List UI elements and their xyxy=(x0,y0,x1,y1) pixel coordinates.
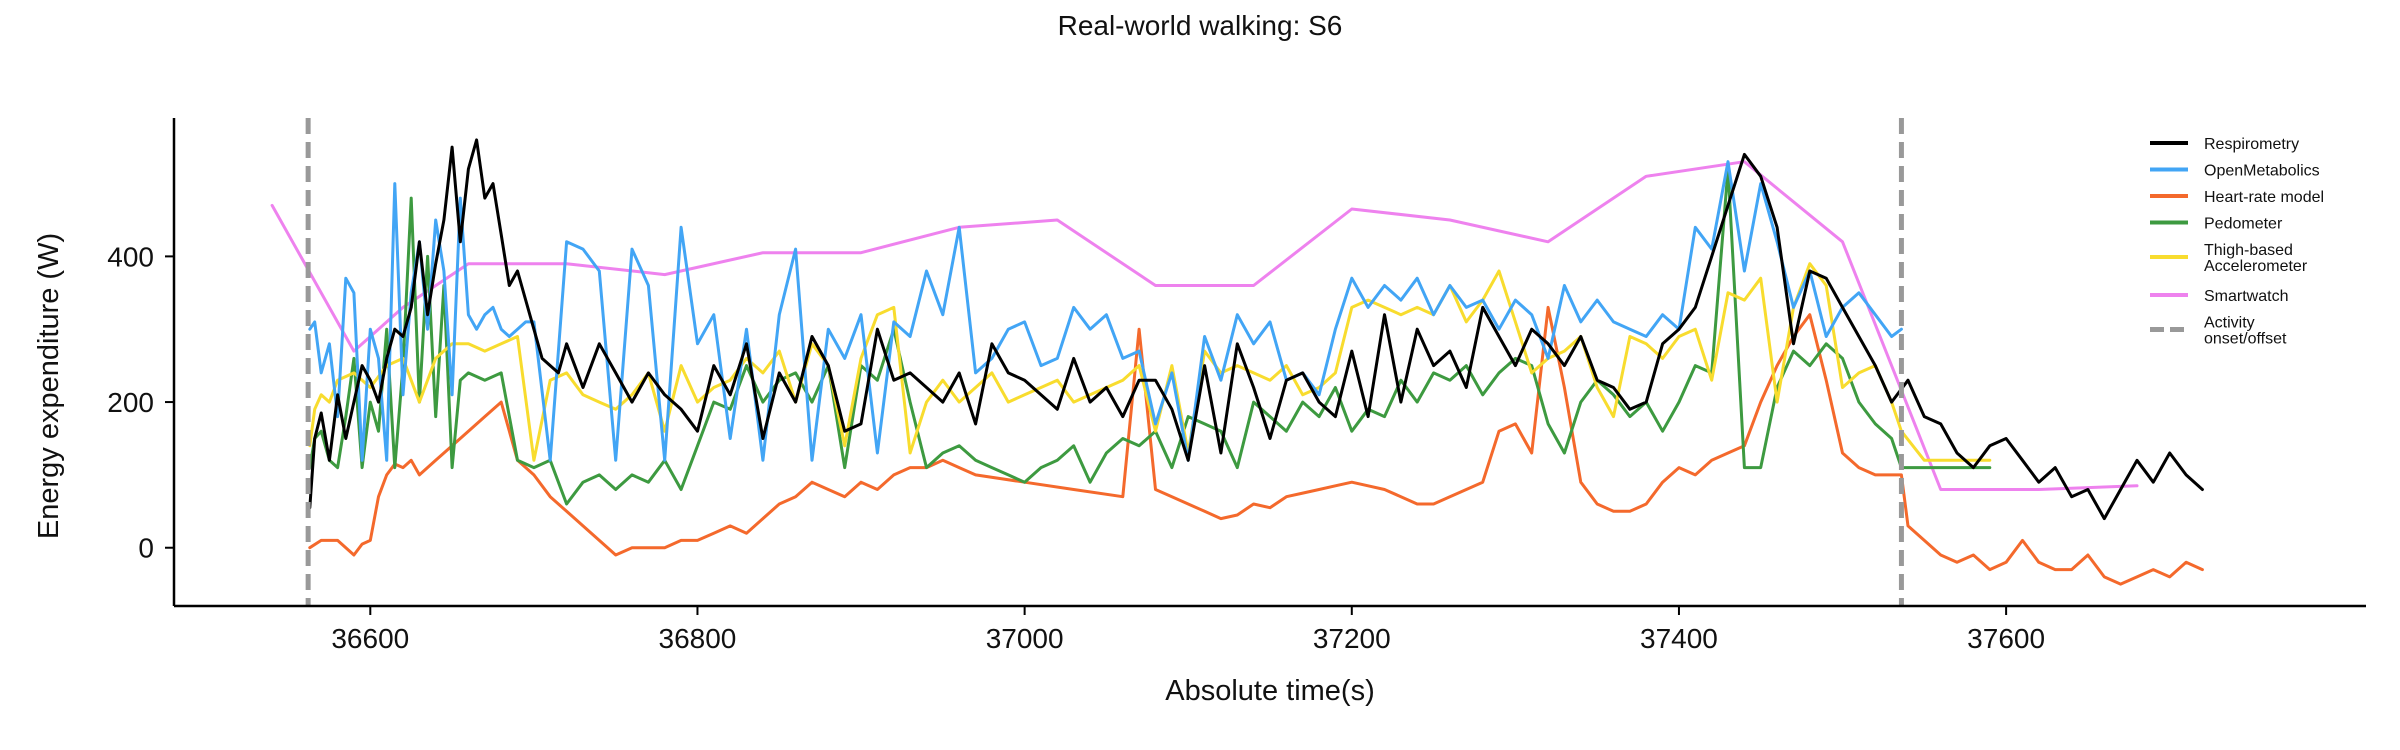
series-line-heart_rate xyxy=(308,305,2204,586)
legend-label-heart_rate: Heart-rate model xyxy=(2204,189,2324,206)
series-line-pedometer xyxy=(308,167,1992,506)
y-tick-label: 200 xyxy=(107,387,154,418)
legend: Respirometry OpenMetabolics Heart-rate mod… xyxy=(2150,136,2324,348)
legend-label-openmetabolics: OpenMetabolics xyxy=(2204,163,2320,180)
legend-label-respirometry: Respirometry xyxy=(2204,136,2299,153)
x-tick-label: 36800 xyxy=(659,623,737,654)
x-axis-label: Absolute time(s) xyxy=(1165,675,1375,707)
x-tick-label: 37600 xyxy=(1967,623,2045,654)
series-line-respirometry xyxy=(308,138,2204,521)
x-tick-label: 37400 xyxy=(1640,623,1718,654)
legend-label-smartwatch: Smartwatch xyxy=(2204,288,2288,305)
legend-label-thigh: Thigh-based Accelerometer xyxy=(2204,242,2308,275)
axes-layer: 36600 36800 37000 37200 37400 37600 0 200 400 Abs… xyxy=(33,118,2366,707)
legend-label-activity: Activity onset/offset xyxy=(2204,315,2287,348)
x-tick-label: 37200 xyxy=(1313,623,1391,654)
y-axis-label: Energy expenditure (W) xyxy=(33,233,65,539)
series-line-openmetabolics xyxy=(308,160,1903,462)
series-layer xyxy=(270,118,2204,606)
legend-label-pedometer: Pedometer xyxy=(2204,216,2283,233)
series-line-thigh xyxy=(308,262,1992,462)
series-line-smartwatch xyxy=(270,160,2139,491)
x-tick-label: 37000 xyxy=(986,623,1064,654)
y-tick-label: 0 xyxy=(138,533,154,564)
chart-title: Real-world walking: S6 xyxy=(1057,10,1343,41)
y-tick-label: 400 xyxy=(107,241,154,272)
x-tick-label: 36600 xyxy=(331,623,409,654)
